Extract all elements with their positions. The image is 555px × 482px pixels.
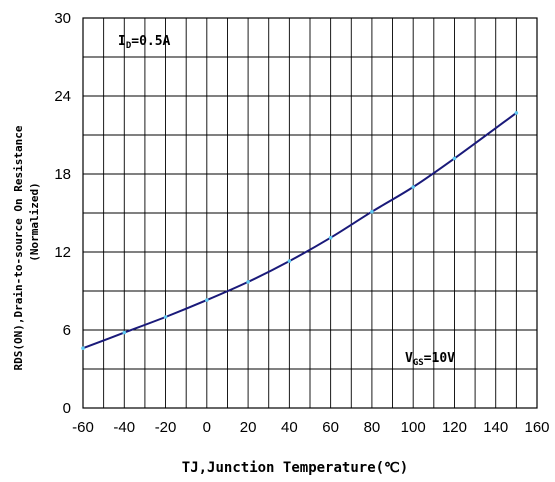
annotation-gate-voltage: VGS=10V	[405, 351, 455, 368]
x-tick-label: 20	[240, 419, 257, 436]
y-tick-label: 0	[63, 400, 71, 417]
grid	[83, 18, 537, 408]
x-tick-label: -60	[72, 419, 94, 436]
y-tick-label: 6	[63, 322, 71, 339]
x-axis-title: TJ,Junction Temperature(℃)	[182, 460, 408, 476]
x-tick-label: 160	[524, 419, 549, 436]
data-point	[205, 298, 209, 302]
y-axis-title-line1: RDS(ON),Drain-to-source On Resistance	[12, 125, 25, 370]
plot-frame	[82, 17, 538, 409]
x-tick-label: 40	[281, 419, 298, 436]
annotation-gate-voltage-sub: GS	[413, 358, 424, 368]
annotation-drain-current: ID=0.5A	[118, 34, 171, 51]
x-tick-label: 120	[442, 419, 467, 436]
y-tick-label: 18	[54, 166, 71, 183]
data-point	[122, 330, 127, 335]
data-point	[514, 111, 519, 115]
x-tick-label: 0	[203, 419, 211, 436]
annotation-gate-voltage-main: V	[405, 351, 413, 366]
data-point	[370, 209, 374, 214]
y-axis-title-line2: (Normalized)	[28, 182, 41, 261]
data-points	[81, 111, 519, 351]
y-tick-label: 12	[54, 244, 71, 261]
annotation-drain-current-rest: =0.5A	[131, 34, 170, 49]
data-point	[328, 235, 333, 240]
annotation-drain-current-sub: D	[126, 41, 132, 51]
x-tick-label: 80	[364, 419, 381, 436]
series-line	[82, 112, 517, 350]
data-point	[81, 346, 85, 351]
data-point	[246, 280, 250, 284]
annotation-drain-current-main: I	[118, 34, 126, 49]
x-tick-label: 100	[401, 419, 426, 436]
y-tick-label: 30	[54, 10, 71, 27]
x-tick-labels: -60 -40 -20 0 20 40 60 80 100 120 140 160	[72, 419, 549, 436]
x-tick-label: -20	[155, 419, 177, 436]
data-point	[287, 259, 292, 263]
y-tick-labels: 0 6 12 18 24 30	[54, 10, 71, 417]
annotation-gate-voltage-rest: =10V	[424, 351, 455, 366]
data-point	[452, 156, 457, 161]
x-tick-label: 60	[322, 419, 339, 436]
x-tick-label: 140	[483, 419, 508, 436]
data-point	[163, 315, 168, 319]
x-tick-label: -40	[113, 419, 135, 436]
y-tick-label: 24	[54, 88, 71, 105]
data-point	[411, 185, 415, 189]
